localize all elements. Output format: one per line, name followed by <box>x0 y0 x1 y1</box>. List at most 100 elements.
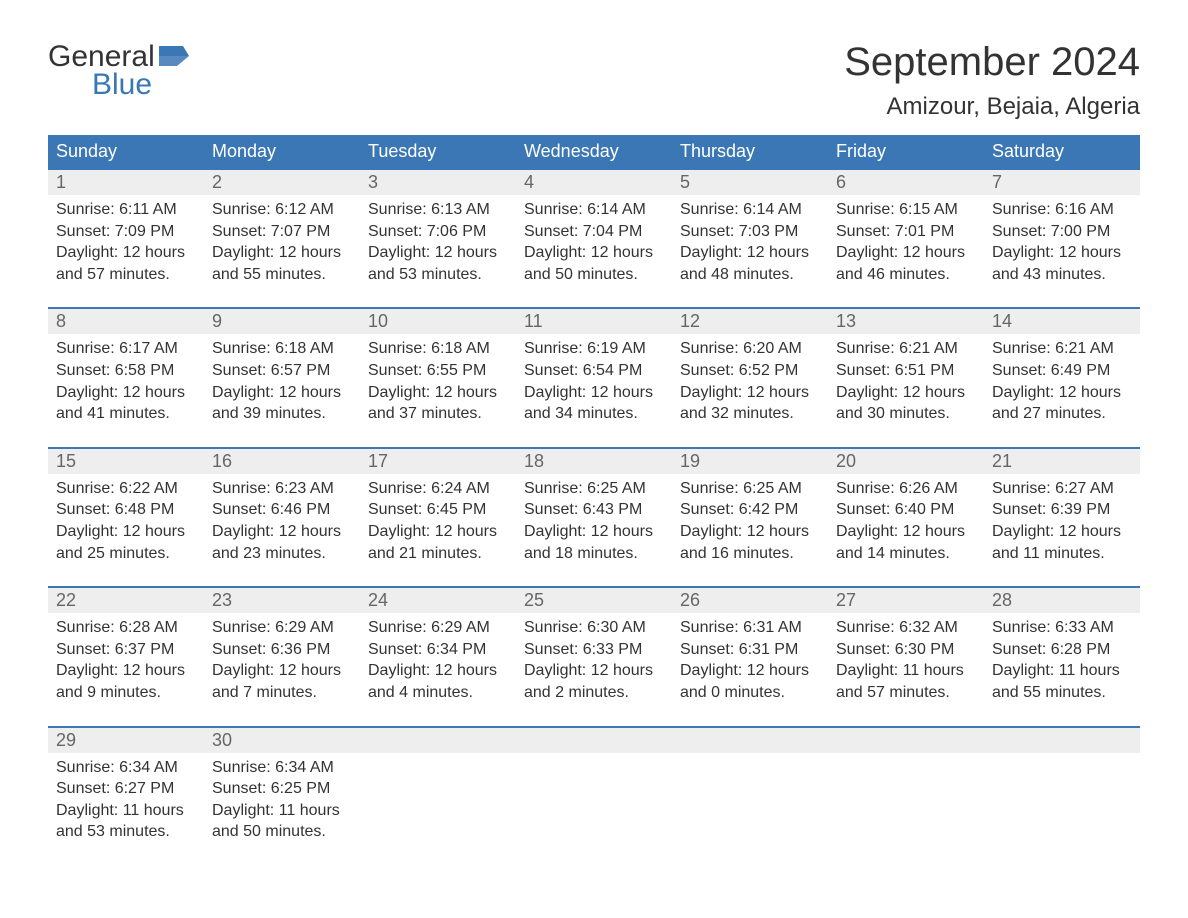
day-number: 25 <box>516 588 672 613</box>
dow-sunday: Sunday <box>48 135 204 168</box>
day-sunset: Sunset: 6:28 PM <box>992 639 1132 661</box>
day-d2: and 23 minutes. <box>212 543 352 565</box>
day-cell: Sunrise: 6:29 AMSunset: 6:34 PMDaylight:… <box>360 613 516 707</box>
day-d2: and 2 minutes. <box>524 682 664 704</box>
day-d1: Daylight: 11 hours <box>56 800 196 822</box>
day-sunrise: Sunrise: 6:20 AM <box>680 338 820 360</box>
day-d1: Daylight: 12 hours <box>56 242 196 264</box>
day-cell: Sunrise: 6:27 AMSunset: 6:39 PMDaylight:… <box>984 474 1140 568</box>
day-sunset: Sunset: 7:03 PM <box>680 221 820 243</box>
day-sunrise: Sunrise: 6:34 AM <box>212 757 352 779</box>
day-number: 19 <box>672 449 828 474</box>
day-number: 28 <box>984 588 1140 613</box>
day-sunrise: Sunrise: 6:27 AM <box>992 478 1132 500</box>
day-sunset: Sunset: 6:40 PM <box>836 499 976 521</box>
day-sunrise: Sunrise: 6:22 AM <box>56 478 196 500</box>
day-d1: Daylight: 12 hours <box>680 521 820 543</box>
day-sunset: Sunset: 6:55 PM <box>368 360 508 382</box>
day-cell: Sunrise: 6:28 AMSunset: 6:37 PMDaylight:… <box>48 613 204 707</box>
page-title: September 2024 <box>844 40 1140 85</box>
day-number-row: 15161718192021 <box>48 449 1140 474</box>
day-body-row: Sunrise: 6:17 AMSunset: 6:58 PMDaylight:… <box>48 334 1140 428</box>
day-sunrise: Sunrise: 6:29 AM <box>212 617 352 639</box>
day-d1: Daylight: 11 hours <box>992 660 1132 682</box>
day-d1: Daylight: 12 hours <box>212 660 352 682</box>
day-number: 13 <box>828 309 984 334</box>
day-d1: Daylight: 12 hours <box>680 382 820 404</box>
day-sunrise: Sunrise: 6:26 AM <box>836 478 976 500</box>
day-number-row: 1234567 <box>48 170 1140 195</box>
day-d1: Daylight: 11 hours <box>836 660 976 682</box>
day-d1: Daylight: 12 hours <box>368 521 508 543</box>
day-body-row: Sunrise: 6:22 AMSunset: 6:48 PMDaylight:… <box>48 474 1140 568</box>
day-d2: and 21 minutes. <box>368 543 508 565</box>
day-sunset: Sunset: 7:09 PM <box>56 221 196 243</box>
day-d1: Daylight: 12 hours <box>56 660 196 682</box>
day-d2: and 50 minutes. <box>524 264 664 286</box>
day-d2: and 0 minutes. <box>680 682 820 704</box>
day-d2: and 53 minutes. <box>368 264 508 286</box>
day-d1: Daylight: 12 hours <box>992 242 1132 264</box>
day-d1: Daylight: 12 hours <box>368 382 508 404</box>
day-number: 27 <box>828 588 984 613</box>
day-cell: Sunrise: 6:33 AMSunset: 6:28 PMDaylight:… <box>984 613 1140 707</box>
day-sunrise: Sunrise: 6:14 AM <box>680 199 820 221</box>
day-sunrise: Sunrise: 6:24 AM <box>368 478 508 500</box>
day-sunrise: Sunrise: 6:30 AM <box>524 617 664 639</box>
day-d2: and 25 minutes. <box>56 543 196 565</box>
day-d2: and 11 minutes. <box>992 543 1132 565</box>
day-number <box>516 728 672 753</box>
day-body-row: Sunrise: 6:11 AMSunset: 7:09 PMDaylight:… <box>48 195 1140 289</box>
day-sunset: Sunset: 7:06 PM <box>368 221 508 243</box>
day-d1: Daylight: 12 hours <box>992 521 1132 543</box>
day-d1: Daylight: 11 hours <box>212 800 352 822</box>
day-sunrise: Sunrise: 6:14 AM <box>524 199 664 221</box>
week-row: 1234567Sunrise: 6:11 AMSunset: 7:09 PMDa… <box>48 168 1140 289</box>
day-number: 3 <box>360 170 516 195</box>
day-cell: Sunrise: 6:30 AMSunset: 6:33 PMDaylight:… <box>516 613 672 707</box>
day-cell: Sunrise: 6:26 AMSunset: 6:40 PMDaylight:… <box>828 474 984 568</box>
day-sunset: Sunset: 7:00 PM <box>992 221 1132 243</box>
day-d2: and 46 minutes. <box>836 264 976 286</box>
day-d2: and 9 minutes. <box>56 682 196 704</box>
day-d2: and 41 minutes. <box>56 403 196 425</box>
day-number: 18 <box>516 449 672 474</box>
day-cell: Sunrise: 6:34 AMSunset: 6:27 PMDaylight:… <box>48 753 204 847</box>
day-d2: and 18 minutes. <box>524 543 664 565</box>
day-d1: Daylight: 12 hours <box>836 382 976 404</box>
day-sunset: Sunset: 6:34 PM <box>368 639 508 661</box>
week-row: 2930 Sunrise: 6:34 AMSunset: 6:27 PMDayl… <box>48 726 1140 847</box>
day-d2: and 14 minutes. <box>836 543 976 565</box>
day-d1: Daylight: 12 hours <box>212 242 352 264</box>
day-sunset: Sunset: 6:51 PM <box>836 360 976 382</box>
week-row: 891011121314Sunrise: 6:17 AMSunset: 6:58… <box>48 307 1140 428</box>
day-d2: and 50 minutes. <box>212 821 352 843</box>
day-d1: Daylight: 12 hours <box>680 242 820 264</box>
day-d1: Daylight: 12 hours <box>524 660 664 682</box>
day-number-row: 2930 <box>48 728 1140 753</box>
day-cell: Sunrise: 6:14 AMSunset: 7:04 PMDaylight:… <box>516 195 672 289</box>
day-number: 15 <box>48 449 204 474</box>
day-sunset: Sunset: 6:33 PM <box>524 639 664 661</box>
day-d1: Daylight: 12 hours <box>524 521 664 543</box>
day-cell: Sunrise: 6:22 AMSunset: 6:48 PMDaylight:… <box>48 474 204 568</box>
day-number: 24 <box>360 588 516 613</box>
day-number <box>828 728 984 753</box>
day-sunrise: Sunrise: 6:33 AM <box>992 617 1132 639</box>
week-row: 15161718192021Sunrise: 6:22 AMSunset: 6:… <box>48 447 1140 568</box>
day-cell: Sunrise: 6:25 AMSunset: 6:42 PMDaylight:… <box>672 474 828 568</box>
dow-thursday: Thursday <box>672 135 828 168</box>
day-d2: and 16 minutes. <box>680 543 820 565</box>
day-d2: and 34 minutes. <box>524 403 664 425</box>
location-subtitle: Amizour, Bejaia, Algeria <box>844 93 1140 121</box>
day-d1: Daylight: 12 hours <box>680 660 820 682</box>
day-sunset: Sunset: 6:30 PM <box>836 639 976 661</box>
day-cell: Sunrise: 6:18 AMSunset: 6:57 PMDaylight:… <box>204 334 360 428</box>
logo-text-bottom: Blue <box>92 68 189 102</box>
day-sunrise: Sunrise: 6:28 AM <box>56 617 196 639</box>
day-sunrise: Sunrise: 6:29 AM <box>368 617 508 639</box>
dow-wednesday: Wednesday <box>516 135 672 168</box>
day-d1: Daylight: 12 hours <box>56 521 196 543</box>
day-d1: Daylight: 12 hours <box>836 521 976 543</box>
day-sunset: Sunset: 6:45 PM <box>368 499 508 521</box>
